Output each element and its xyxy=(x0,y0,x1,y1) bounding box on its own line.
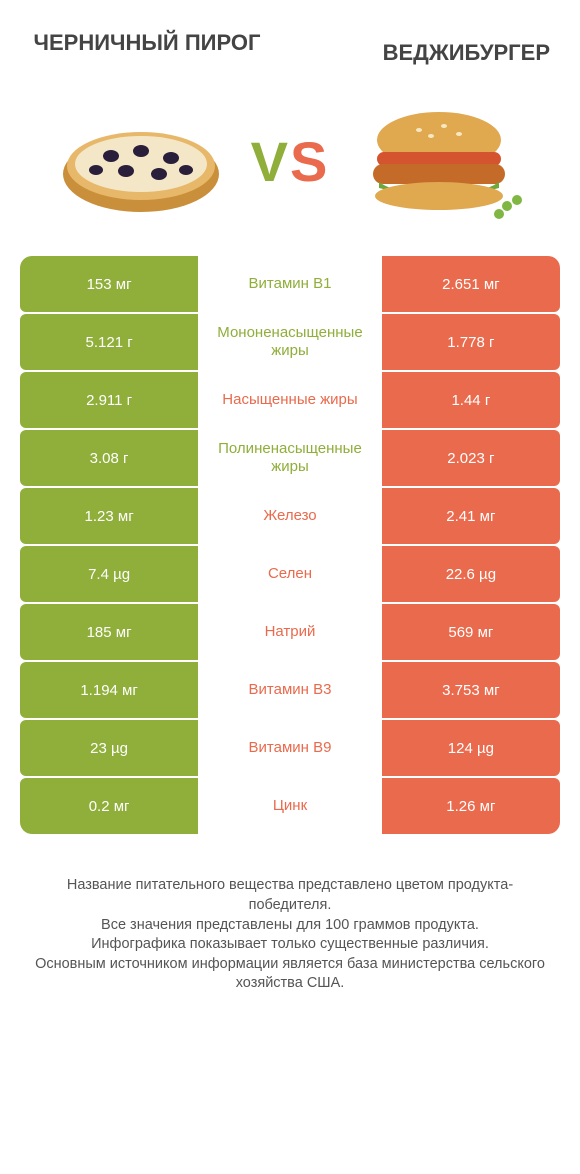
table-row: 5.121 гМононенасыщенные жиры1.778 г xyxy=(20,314,560,370)
right-value: 2.651 мг xyxy=(382,256,560,312)
pie-image xyxy=(51,96,231,226)
left-value: 1.23 мг xyxy=(20,488,198,544)
nutrient-label: Мононенасыщенные жиры xyxy=(198,314,382,370)
footer-line-2: Все значения представлены для 100 граммо… xyxy=(30,916,550,936)
nutrient-label: Витамин B3 xyxy=(198,662,382,718)
right-value: 3.753 мг xyxy=(382,662,560,718)
table-row: 2.911 гНасыщенные жиры1.44 г xyxy=(20,372,560,428)
left-value: 5.121 г xyxy=(20,314,198,370)
table-row: 1.194 мгВитамин B33.753 мг xyxy=(20,662,560,718)
right-value: 22.6 µg xyxy=(382,546,560,602)
right-value: 2.41 мг xyxy=(382,488,560,544)
right-value: 124 µg xyxy=(382,720,560,776)
left-value: 185 мг xyxy=(20,604,198,660)
table-row: 7.4 µgСелен22.6 µg xyxy=(20,546,560,602)
right-value: 569 мг xyxy=(382,604,560,660)
nutrient-label: Насыщенные жиры xyxy=(198,372,382,428)
vs-row: VS xyxy=(0,76,580,256)
nutrient-label: Полиненасыщенные жиры xyxy=(198,430,382,486)
right-value: 1.26 мг xyxy=(382,778,560,834)
left-value: 1.194 мг xyxy=(20,662,198,718)
nutrient-label: Селен xyxy=(198,546,382,602)
vs-label: VS xyxy=(251,129,330,194)
right-value: 1.778 г xyxy=(382,314,560,370)
nutrient-label: Цинк xyxy=(198,778,382,834)
burger-image xyxy=(349,96,529,226)
vs-v-letter: V xyxy=(251,130,290,193)
table-row: 1.23 мгЖелезо2.41 мг xyxy=(20,488,560,544)
right-value: 1.44 г xyxy=(382,372,560,428)
right-product-title: ВЕДЖИБУРГЕР xyxy=(290,30,550,66)
vs-s-letter: S xyxy=(290,130,329,193)
footer-notes: Название питательного вещества представл… xyxy=(0,836,580,1013)
table-row: 3.08 гПолиненасыщенные жиры2.023 г xyxy=(20,430,560,486)
left-value: 0.2 мг xyxy=(20,778,198,834)
table-row: 153 мгВитамин B12.651 мг xyxy=(20,256,560,312)
comparison-table: 153 мгВитамин B12.651 мг5.121 гМононенас… xyxy=(0,256,580,834)
table-row: 0.2 мгЦинк1.26 мг xyxy=(20,778,560,834)
left-value: 7.4 µg xyxy=(20,546,198,602)
table-row: 185 мгНатрий569 мг xyxy=(20,604,560,660)
nutrient-label: Витамин B9 xyxy=(198,720,382,776)
left-value: 153 мг xyxy=(20,256,198,312)
left-value: 3.08 г xyxy=(20,430,198,486)
left-value: 2.911 г xyxy=(20,372,198,428)
nutrient-label: Витамин B1 xyxy=(198,256,382,312)
footer-line-1: Название питательного вещества представл… xyxy=(30,876,550,915)
left-value: 23 µg xyxy=(20,720,198,776)
left-product-title: ЧЕРНИЧНЫЙ ПИРОГ xyxy=(30,30,264,66)
footer-line-4: Основным источником информации является … xyxy=(30,955,550,994)
nutrient-label: Натрий xyxy=(198,604,382,660)
nutrient-label: Железо xyxy=(198,488,382,544)
footer-line-3: Инфографика показывает только существенн… xyxy=(30,935,550,955)
header: ЧЕРНИЧНЫЙ ПИРОГ ВЕДЖИБУРГЕР xyxy=(0,0,580,76)
table-row: 23 µgВитамин B9124 µg xyxy=(20,720,560,776)
right-value: 2.023 г xyxy=(382,430,560,486)
